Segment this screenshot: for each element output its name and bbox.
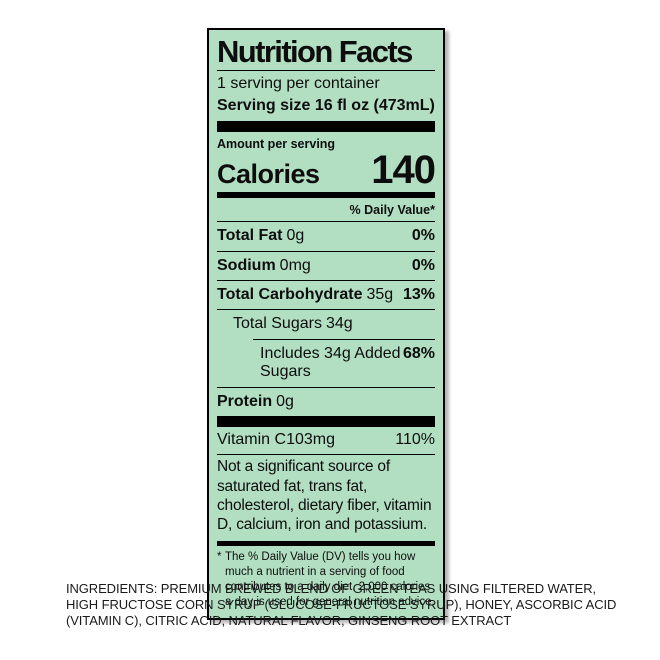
nutrient-name: Total Fat [217, 227, 283, 245]
ingredients-line: INGREDIENTS: PREMIUM BREWED BLEND OF GRE… [66, 581, 597, 596]
nutrient-name-amount: Protein 0g [217, 393, 294, 411]
nutrient-name-amount: Vitamin C103mg [217, 431, 335, 449]
nutrient-amount: 103mg [286, 430, 335, 448]
nutrient-amount: 34g [325, 315, 353, 333]
footnote-asterisk: * [217, 551, 222, 564]
nutrient-pct: 0% [411, 227, 435, 245]
nutrient-pct: 13% [402, 286, 435, 304]
nutrient-amount: 0g [286, 227, 305, 245]
nutrient-name: Sodium [217, 256, 276, 274]
serving-size-value: 16 fl oz (473mL) [314, 96, 435, 114]
nutrient-row-protein: Protein 0g [217, 386, 435, 416]
label-title: Nutrition Facts [217, 35, 435, 72]
ingredients-text: INGREDIENTS: PREMIUM BREWED BLEND OF GRE… [66, 581, 626, 629]
divider-thick-top [217, 121, 435, 133]
calories-label: Calories [217, 158, 320, 189]
ingredients-line: (VITAMIN C), CITRIC ACID, NATURAL FLAVOR… [66, 612, 512, 628]
nutrient-row-added-sugars-wrap: Includes 34g Added Sugars 68% [253, 338, 435, 387]
nutrient-row-total-fat: Total Fat 0g 0% [217, 221, 435, 250]
serving-size-label: Serving size [217, 96, 311, 114]
serving-size: Serving size 16 fl oz (473mL) [217, 97, 435, 115]
nutrient-pct: 0% [411, 256, 435, 274]
nutrient-name: Vitamin C [217, 430, 287, 448]
nutrient-name-amount: Total Fat 0g [217, 227, 304, 245]
divider-footnote [217, 541, 435, 547]
servings-per-container: 1 serving per container [217, 75, 380, 93]
amount-per-serving: Amount per serving [217, 137, 336, 152]
daily-value-footnote: * The % Daily Value (DV) tells you how m… [217, 546, 435, 610]
nutrient-pct: 68% [402, 344, 435, 362]
nutrient-name: Total Sugars [233, 315, 322, 333]
nutrient-row-total-sugars: Total Sugars 34g [217, 309, 435, 338]
nutrient-row-sodium: Sodium 0mg 0% [217, 250, 435, 280]
nutrient-name: Total Carbohydrate [217, 286, 363, 304]
daily-value-header: % Daily Value* [349, 203, 435, 218]
nutrient-name-amount: Sodium 0mg [217, 257, 311, 275]
nutrient-row-added-sugars: Includes 34g Added Sugars 68% [253, 340, 435, 387]
not-significant-note: Not a significant source of saturated fa… [217, 454, 435, 539]
nutrient-row-vitamin-c: Vitamin C103mg 110% [217, 427, 435, 453]
footnote-text: The % Daily Value (DV) tells you how muc… [225, 551, 435, 609]
nutrient-pct: 110% [395, 430, 435, 448]
nutrient-name: Includes 34g Added Sugars [260, 344, 401, 381]
nutrient-amount: 0mg [279, 256, 311, 274]
nutrient-name-amount: Total Sugars 34g [217, 315, 353, 333]
nutrient-amount: 0g [276, 392, 294, 410]
nutrition-facts-label: Nutrition Facts 1 serving per container … [207, 28, 445, 620]
divider-medium [217, 192, 435, 199]
nutrient-name: Protein [217, 392, 273, 410]
nutrient-row-total-carbohydrate: Total Carbohydrate 35g 13% [217, 280, 435, 309]
ingredients-line: HIGH FRUCTOSE CORN SYRUP (GLUCOSE-FRUCTO… [66, 596, 617, 612]
calories-value: 140 [371, 148, 436, 193]
nutrient-amount: 35g [366, 286, 394, 304]
calories-row: Calories 140 [217, 148, 436, 193]
divider-thick-bottom [217, 415, 435, 427]
nutrient-name-amount: Total Carbohydrate 35g [217, 286, 393, 304]
